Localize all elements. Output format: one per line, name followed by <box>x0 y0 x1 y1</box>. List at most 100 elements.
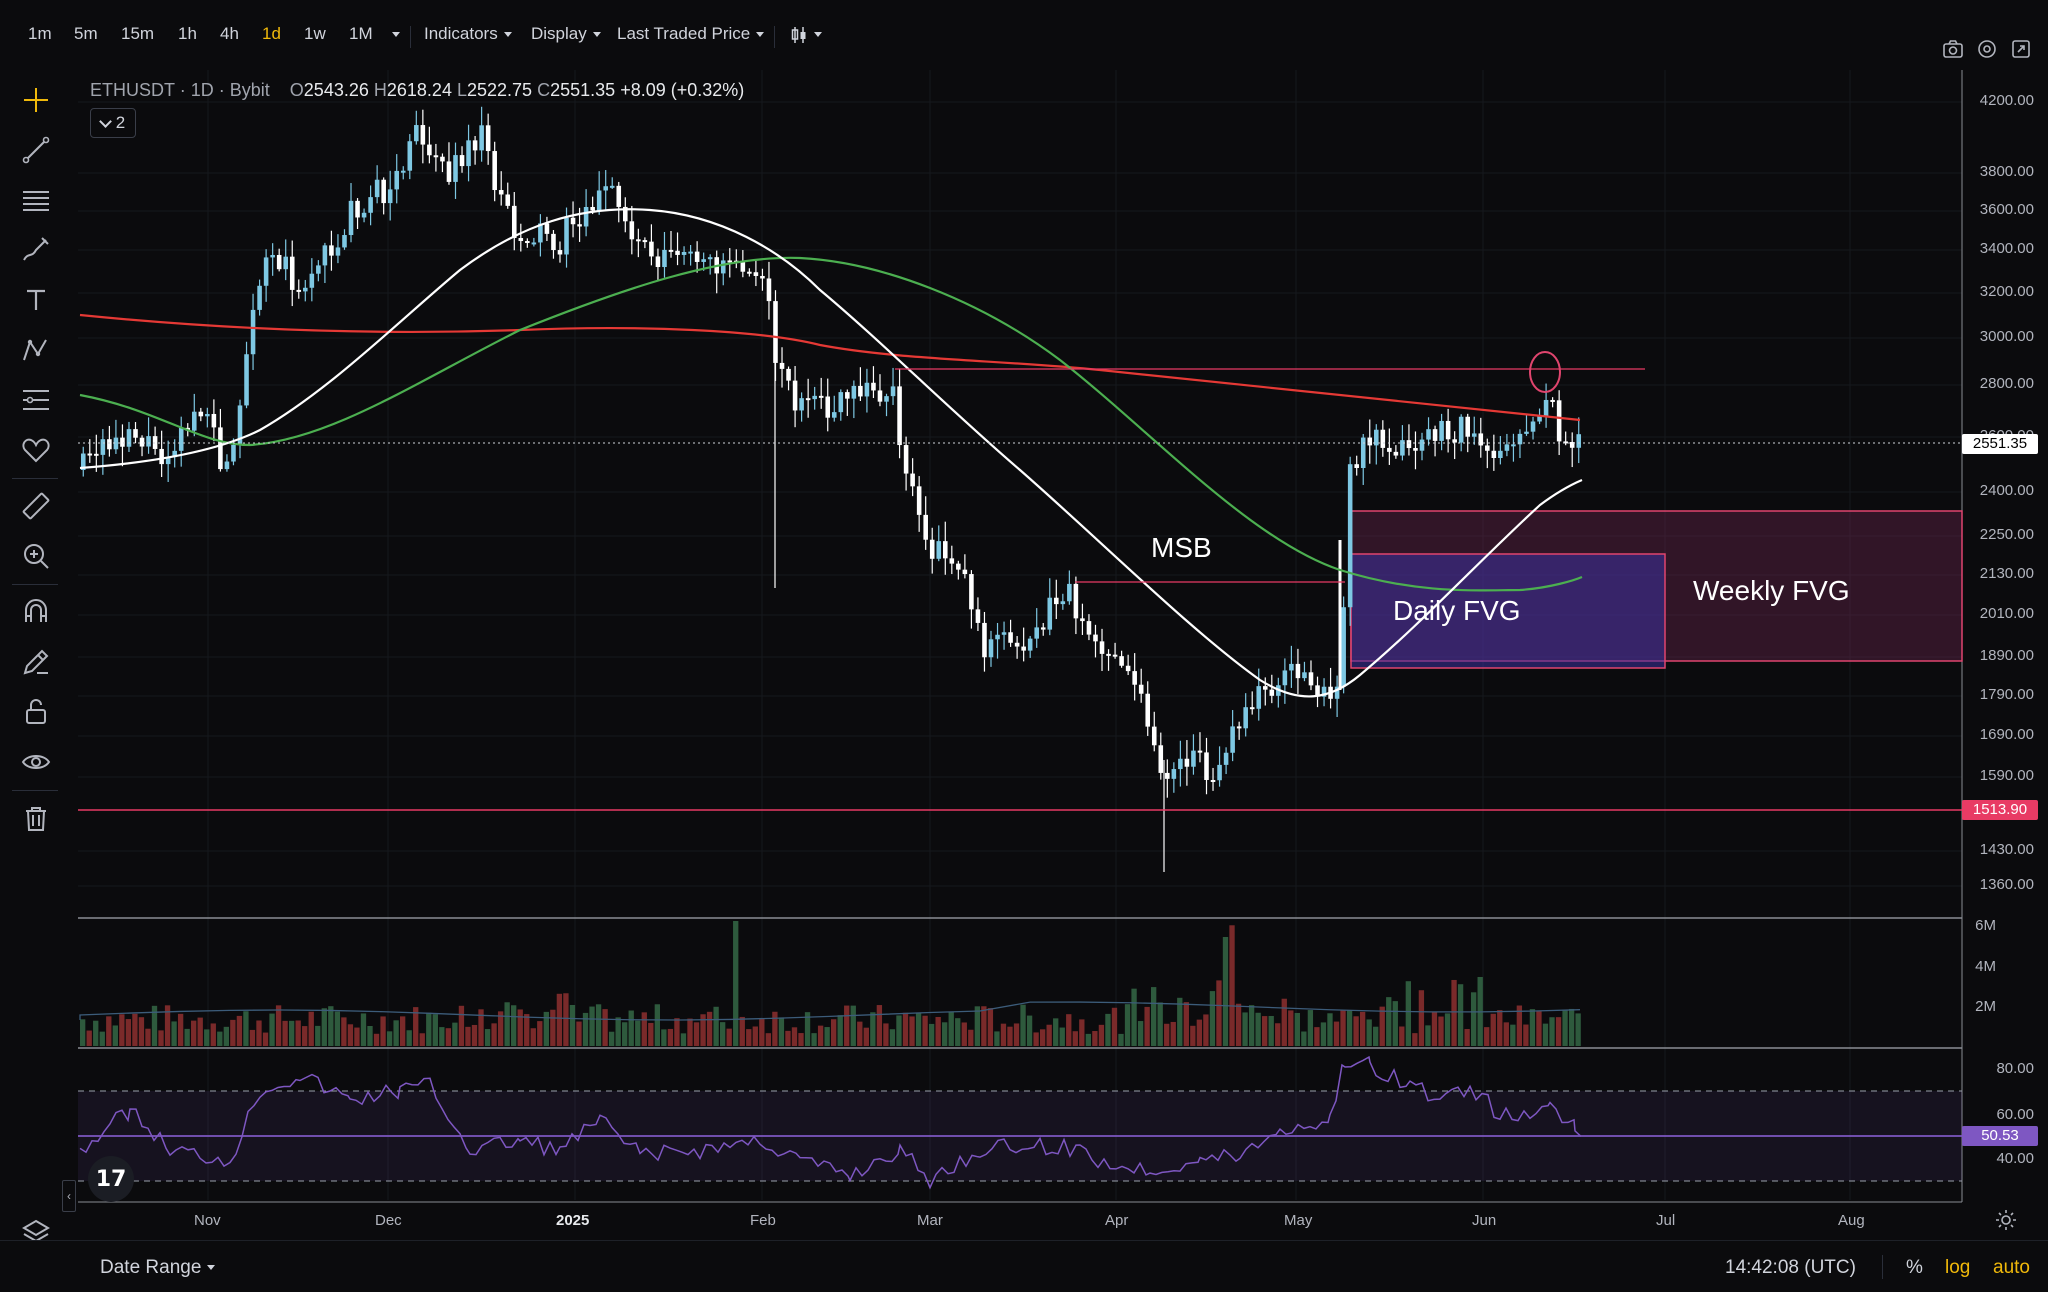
interval-4h[interactable]: 4h <box>220 24 239 43</box>
volume-bar <box>785 1030 791 1046</box>
lock-edit-tool[interactable] <box>18 644 54 680</box>
interval-5m[interactable]: 5m <box>74 24 98 43</box>
volume-bar <box>282 1020 288 1046</box>
favorites-tool[interactable] <box>18 432 54 468</box>
volume-bar <box>471 1024 478 1046</box>
candle-body <box>453 155 458 182</box>
candle-body <box>224 461 230 470</box>
brush-tool[interactable] <box>18 232 54 268</box>
candle-body <box>864 382 870 397</box>
price-type-button[interactable]: Last Traded Price <box>617 24 765 44</box>
volume-bar <box>1529 1009 1536 1046</box>
text-tool[interactable] <box>18 282 54 318</box>
volume-bar <box>249 1029 256 1046</box>
interval-1h[interactable]: 1h <box>178 24 197 43</box>
candle-body <box>760 275 765 279</box>
interval-1M[interactable]: 1M <box>349 24 373 43</box>
collapse-panel-chevron-icon[interactable]: ‹ <box>62 1180 76 1212</box>
volume-bar <box>765 1033 772 1046</box>
candle-body <box>969 574 974 610</box>
candle-body <box>858 385 863 397</box>
candle-body <box>910 473 915 487</box>
volume-bar <box>1079 1019 1085 1046</box>
candle-body <box>988 639 994 658</box>
ruler-tool[interactable] <box>18 488 54 524</box>
volume-bar <box>1072 1031 1078 1046</box>
volume-bar <box>1288 1010 1294 1046</box>
interval-15m[interactable]: 15m <box>121 24 155 43</box>
volume-bar <box>759 1018 765 1046</box>
interval-1d[interactable]: 1d <box>262 24 281 43</box>
volume-bar <box>1085 1033 1092 1046</box>
volume-bar <box>974 1006 980 1046</box>
time-axis-settings-icon[interactable] <box>1994 1208 2018 1232</box>
candle-body <box>812 395 817 400</box>
volume-bar <box>230 1019 236 1046</box>
settings-icon[interactable] <box>1976 38 1998 60</box>
candle-body <box>1432 429 1438 441</box>
candle-body <box>355 200 360 218</box>
price-axis-label: 1690.00 <box>1979 726 2034 743</box>
pattern-tool[interactable] <box>18 332 54 368</box>
display-label: Display <box>531 24 587 43</box>
ma-red-line <box>79 313 1581 422</box>
volume-bar <box>171 1021 177 1046</box>
display-button[interactable]: Display <box>531 24 601 44</box>
candle-body <box>845 392 850 399</box>
candle-body <box>80 453 86 470</box>
candle-body <box>427 144 432 156</box>
auto-scale-button[interactable]: auto <box>1993 1257 2030 1278</box>
volume-bar <box>197 1017 203 1046</box>
interval-1m[interactable]: 1m <box>28 24 52 43</box>
candle-body <box>747 271 752 274</box>
date-range-button[interactable]: Date Range <box>100 1257 216 1279</box>
candle-body <box>1537 416 1542 422</box>
percent-scale-button[interactable]: % <box>1906 1257 1923 1278</box>
candle-body <box>1439 420 1444 441</box>
fib-tool[interactable] <box>18 382 54 418</box>
candle-body <box>551 233 556 251</box>
chart-type-button[interactable] <box>790 24 822 44</box>
volume-bar <box>223 1026 229 1046</box>
trend-line-icon <box>22 136 50 164</box>
candle-body <box>257 285 262 310</box>
indicators-button[interactable]: Indicators <box>424 24 512 44</box>
volume-bar <box>334 1011 341 1046</box>
horizontal-lines-tool[interactable] <box>18 182 54 218</box>
volume-bar <box>511 1005 517 1046</box>
tradingview-logo[interactable]: 17 <box>88 1156 134 1202</box>
zoom-in-tool[interactable] <box>18 538 54 574</box>
candle-body <box>250 309 256 355</box>
rsi-line <box>79 1055 1582 1190</box>
candle-body <box>616 185 622 207</box>
eye-icon <box>21 755 51 769</box>
candle-body <box>636 239 641 242</box>
candle-body <box>1380 429 1386 448</box>
candle-body <box>799 398 804 411</box>
candle-body <box>779 362 785 369</box>
candle-body <box>446 161 452 182</box>
interval-more-dropdown[interactable] <box>386 24 400 44</box>
trend-line-tool[interactable] <box>18 132 54 168</box>
visibility-tool[interactable] <box>18 744 54 780</box>
utc-clock[interactable]: 14:42:08 (UTC) <box>1725 1257 1856 1278</box>
remove-drawings-tool[interactable] <box>18 800 54 836</box>
indicators-label: Indicators <box>424 24 498 43</box>
indicators-collapse-button[interactable]: 2 <box>90 108 136 138</box>
candle-body <box>1158 745 1164 773</box>
price-axis-label: 1430.00 <box>1979 841 2034 858</box>
volume-bar <box>1497 1010 1503 1046</box>
lock-tool[interactable] <box>18 694 54 730</box>
fullscreen-icon[interactable] <box>2010 38 2032 60</box>
volume-bar <box>857 1021 863 1046</box>
interval-1w[interactable]: 1w <box>304 24 326 43</box>
candle-body <box>655 256 661 268</box>
magnet-tool[interactable] <box>18 594 54 630</box>
crosshair-tool[interactable] <box>18 82 54 118</box>
volume-bar <box>106 1016 112 1046</box>
log-scale-button[interactable]: log <box>1945 1257 1971 1278</box>
chevron-down-icon <box>756 32 765 38</box>
candle-body <box>1569 442 1575 448</box>
camera-icon[interactable] <box>1942 38 1964 60</box>
